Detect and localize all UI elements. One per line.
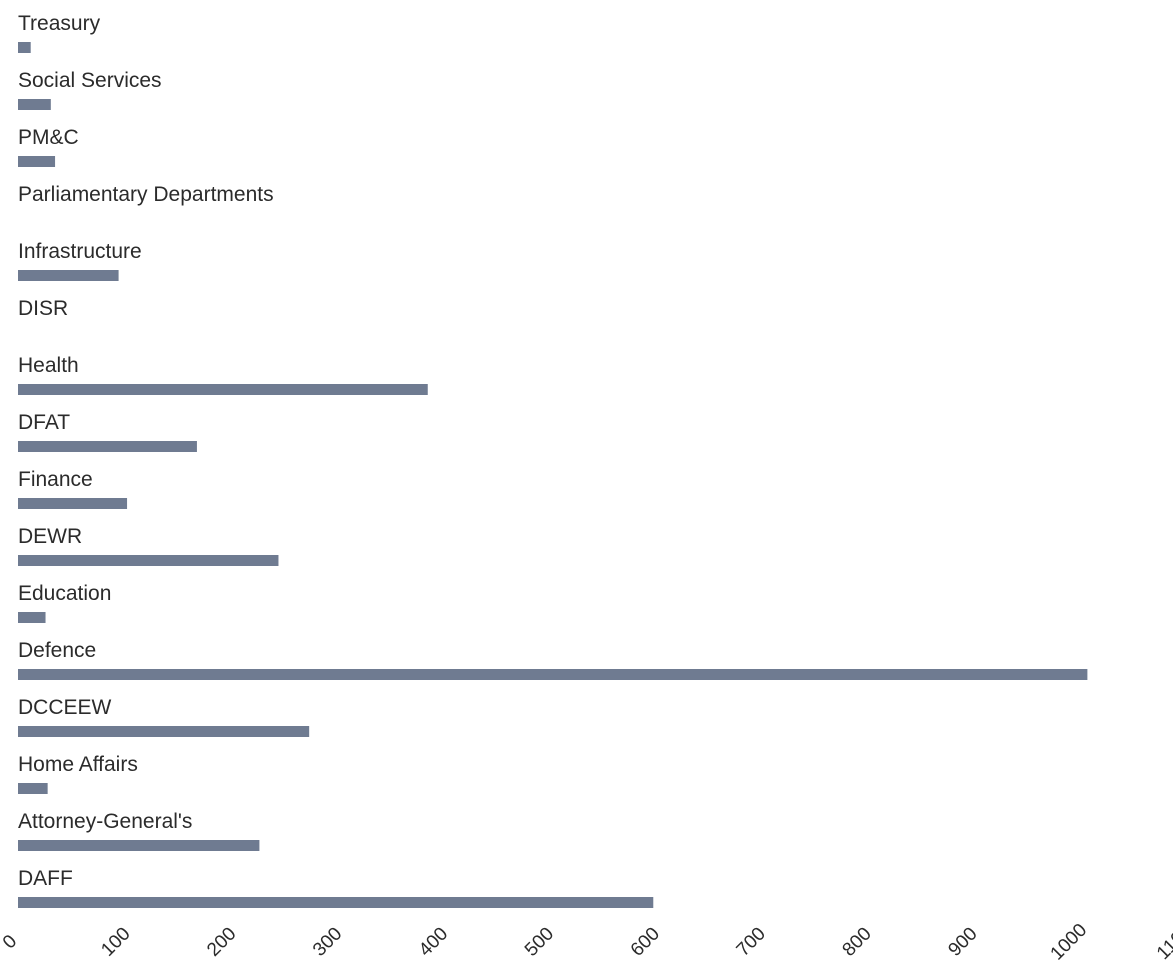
bar (18, 384, 428, 395)
bar (18, 156, 56, 167)
bar (18, 99, 51, 110)
x-tick-label: 1000 (1047, 920, 1092, 965)
bar (18, 441, 197, 452)
x-tick-label: 700 (733, 923, 770, 960)
category-label: DAFF (18, 867, 73, 890)
category-label: DFAT (18, 411, 70, 434)
category-label: Defence (18, 639, 96, 662)
bar (18, 555, 279, 566)
x-tick-label: 300 (309, 923, 346, 960)
x-tick-label: 1100 (1153, 920, 1173, 964)
bar (18, 783, 48, 794)
category-label: DEWR (18, 525, 82, 548)
category-label: Attorney-General's (18, 810, 192, 833)
bar (18, 498, 128, 509)
x-tick-label: 100 (97, 923, 134, 960)
category-label: Education (18, 582, 111, 605)
category-label: Finance (18, 468, 93, 491)
bar (18, 669, 1088, 680)
category-label: Parliamentary Departments (18, 183, 274, 206)
bar (18, 42, 31, 53)
bar (18, 726, 310, 737)
x-tick-label: 800 (839, 923, 876, 960)
category-labels-group: Treasury Social Services PM&C Parliamentary… (18, 12, 274, 890)
x-tick-label: 900 (944, 923, 981, 960)
category-label: Infrastructure (18, 240, 142, 263)
x-tick-label: 500 (521, 923, 558, 960)
category-label: DCCEEW (18, 696, 112, 719)
x-axis-ticks-group: 0 100 200 300 400 500 600 700 800 900 1000 1100 (0, 920, 1173, 965)
bar (18, 897, 654, 908)
bar (18, 612, 46, 623)
bar (18, 840, 260, 851)
bar (18, 270, 119, 281)
x-tick-label: 0 (0, 931, 21, 953)
category-label: DISR (18, 297, 68, 320)
category-label: Treasury (18, 12, 101, 35)
category-label: Social Services (18, 69, 162, 92)
category-label: Health (18, 354, 79, 377)
category-label: Home Affairs (18, 753, 138, 776)
x-tick-label: 600 (627, 923, 664, 960)
bars-group (18, 42, 1088, 908)
x-tick-label: 400 (415, 923, 452, 960)
x-tick-label: 200 (203, 923, 240, 960)
category-label: PM&C (18, 126, 79, 149)
